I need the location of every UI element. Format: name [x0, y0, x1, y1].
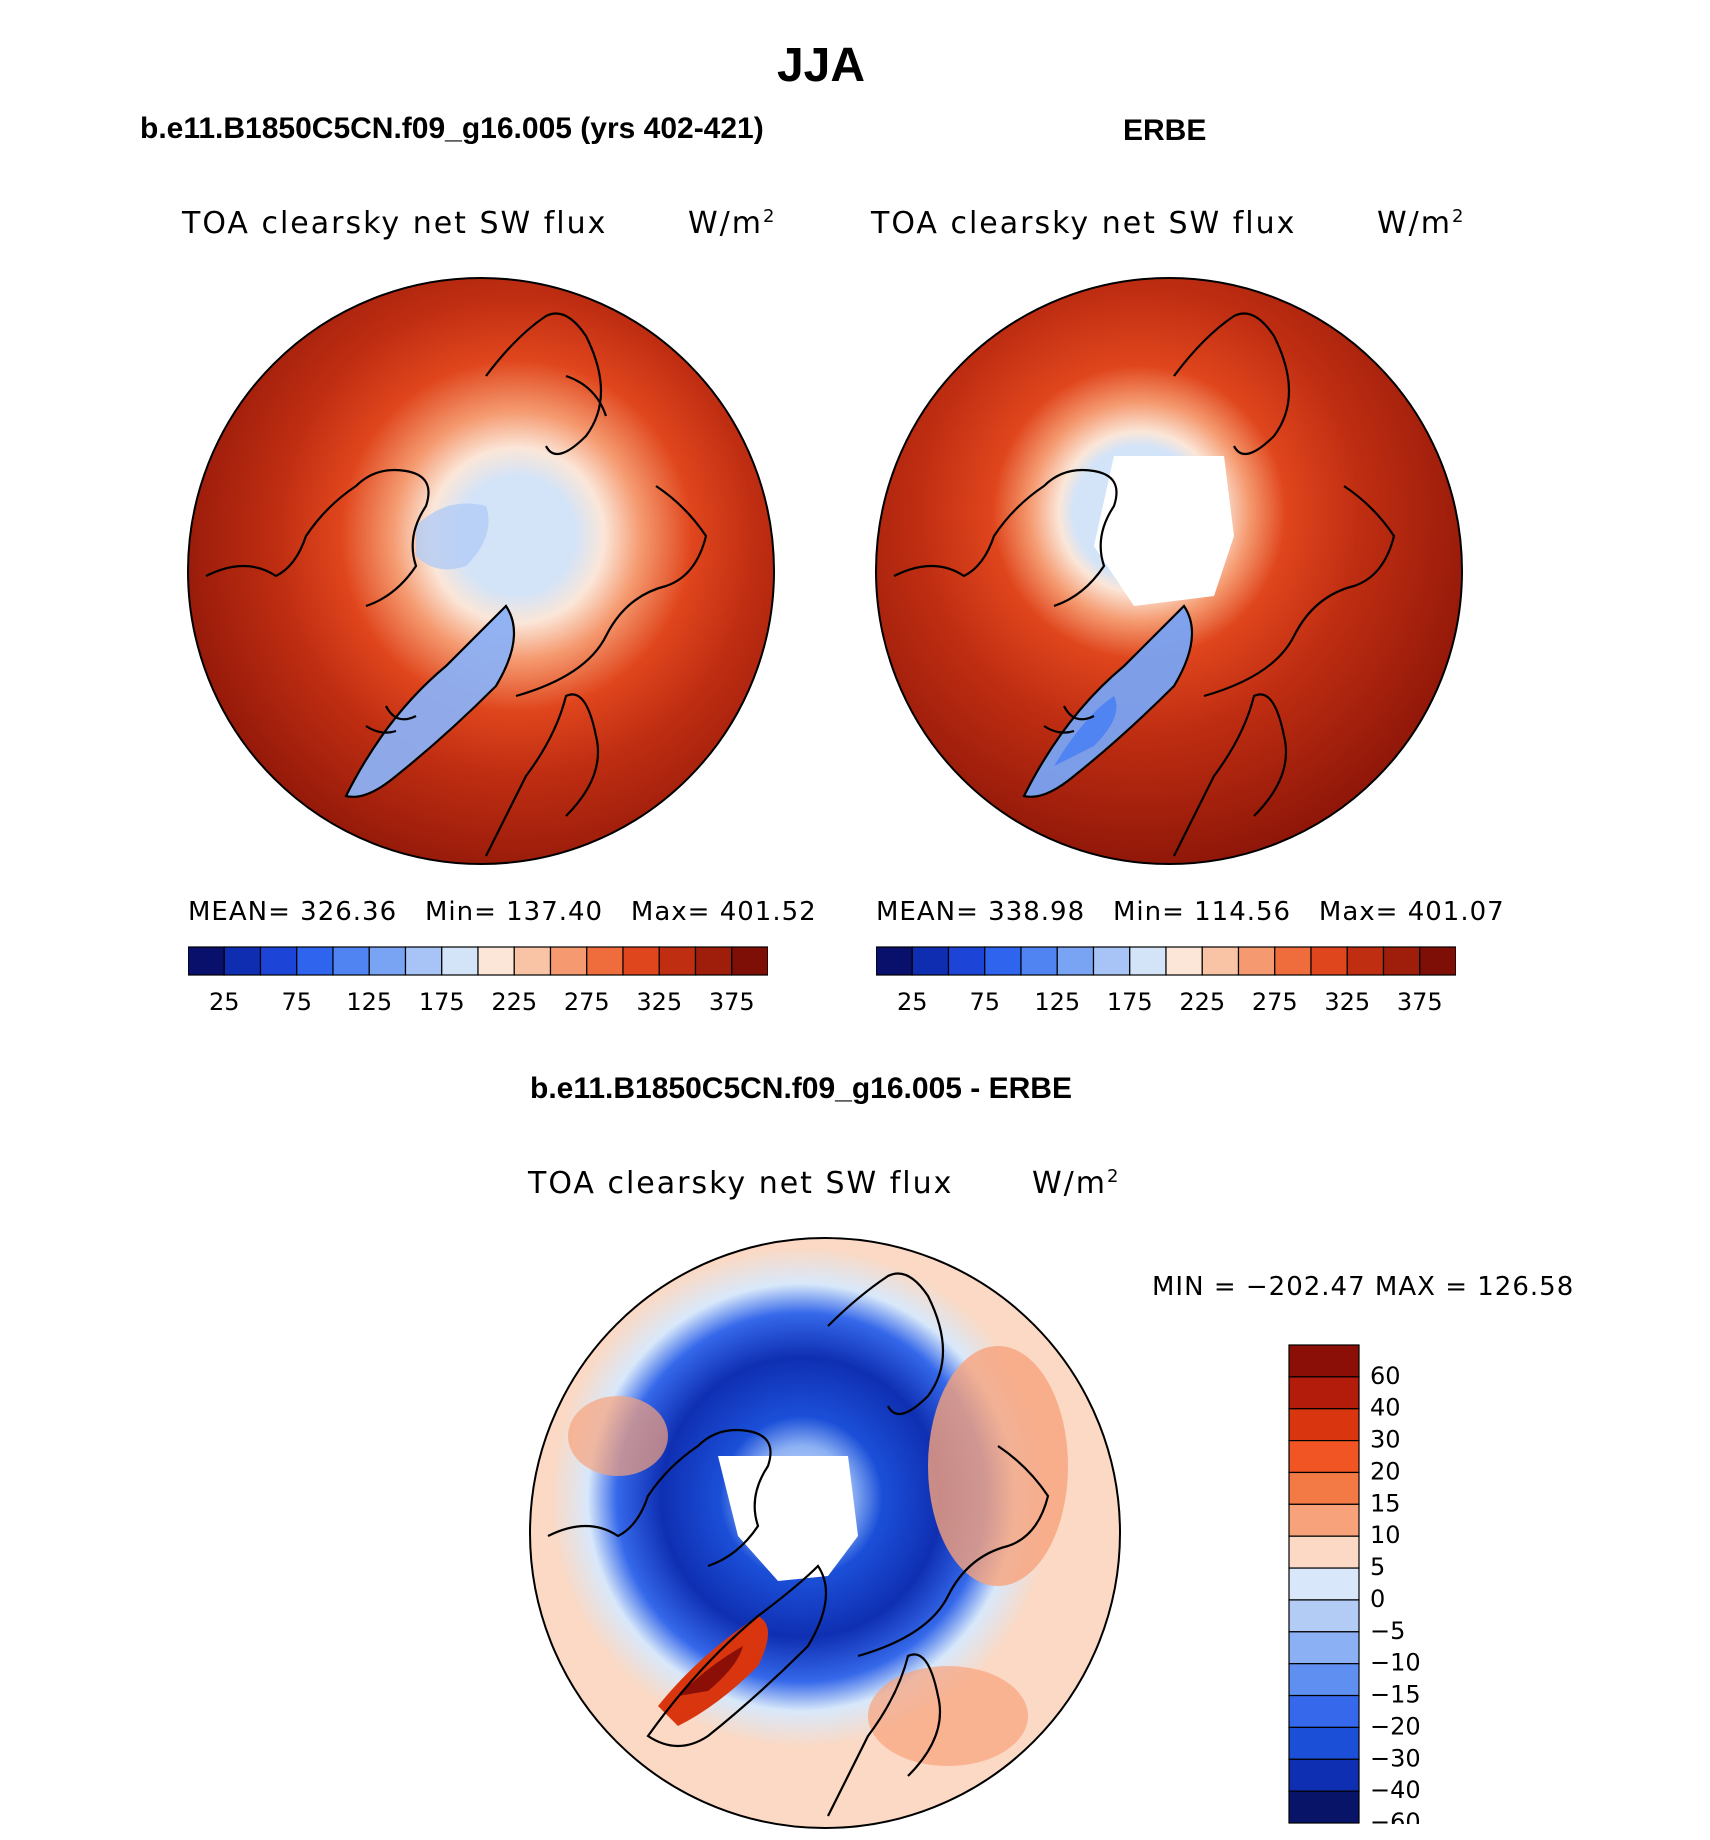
colorbar-swatch	[1288, 1663, 1360, 1697]
colorbar-swatch	[1056, 946, 1095, 976]
colorbar-swatch	[513, 946, 552, 976]
colorbar-swatch	[1288, 1376, 1360, 1410]
colorbar-swatch	[1288, 1408, 1360, 1442]
colorbar-swatch	[223, 946, 262, 976]
colorbar-swatch	[1288, 1503, 1360, 1537]
colorbar-tick-label: −10	[1370, 1649, 1421, 1677]
colorbar-swatch	[1201, 946, 1240, 976]
panel1-stats: MEAN= 326.36 Min= 137.40 Max= 401.52	[188, 897, 817, 927]
colorbar-swatch	[658, 946, 697, 976]
colorbar-tick-label: 175	[1107, 988, 1153, 1016]
colorbar-tick-label: 275	[564, 988, 610, 1016]
colorbar-tick-label: 30	[1370, 1426, 1401, 1454]
colorbar-swatch	[1288, 1567, 1360, 1601]
colorbar-swatch	[1382, 946, 1421, 976]
colorbar-swatch	[441, 946, 479, 976]
colorbar-tick-label: 60	[1370, 1362, 1401, 1390]
colorbar-tick-label: 75	[281, 988, 312, 1016]
colorbar-swatch	[332, 946, 370, 976]
panel3-colorbar: 60 40 30 20 15 10 5 0 −5 −10 −15 −20 −30 −40 −60	[1288, 1344, 1421, 1824]
colorbar-tick-label: 40	[1370, 1394, 1401, 1422]
panel3-units: W/m2	[1032, 1166, 1121, 1201]
panel1-variable: TOA clearsky net SW flux	[182, 206, 608, 241]
colorbar-swatch	[622, 946, 660, 976]
panel2-variable: TOA clearsky net SW flux	[871, 206, 1297, 241]
colorbar-swatch	[1288, 1535, 1360, 1569]
colorbar-swatch	[1288, 1694, 1360, 1728]
colorbar-tick-label: −20	[1370, 1712, 1421, 1740]
colorbar-tick-label: 225	[491, 988, 537, 1016]
colorbar-swatch	[1288, 1439, 1360, 1474]
colorbar-swatch	[1288, 1344, 1360, 1378]
colorbar-tick-label: 225	[1179, 988, 1225, 1016]
colorbar-tick-label: 375	[709, 988, 755, 1016]
colorbar-tick-label: −5	[1370, 1617, 1405, 1645]
colorbar-tick-label: 75	[969, 988, 1000, 1016]
colorbar-tick-label: 125	[346, 988, 392, 1016]
colorbar-swatch	[1346, 946, 1385, 976]
colorbar-tick-label: 5	[1370, 1553, 1385, 1581]
colorbar-tick-label: 25	[209, 988, 240, 1016]
colorbar-swatch	[1092, 946, 1131, 976]
panel3-polar-map	[529, 1237, 1121, 1829]
panel2-polar-map	[875, 277, 1463, 865]
colorbar-swatch	[876, 946, 913, 976]
colorbar-tick-label: 325	[1324, 988, 1370, 1016]
colorbar-tick-label: 325	[636, 988, 682, 1016]
colorbar-tick-label: 20	[1370, 1457, 1401, 1485]
colorbar-swatch	[1288, 1631, 1360, 1665]
panel3-stats: MIN = −202.47 MAX = 126.58	[1152, 1272, 1575, 1302]
colorbar-swatch	[404, 946, 443, 976]
panel2-stats: MEAN= 338.98 Min= 114.56 Max= 401.07	[876, 897, 1505, 927]
colorbar-swatch	[1310, 946, 1348, 976]
colorbar-swatch	[586, 946, 624, 976]
colorbar-tick-label: 0	[1370, 1585, 1385, 1613]
colorbar-swatch	[549, 946, 588, 976]
panel2-units: W/m2	[1377, 206, 1466, 241]
colorbar-swatch	[1237, 946, 1276, 976]
colorbar-swatch	[1288, 1471, 1360, 1505]
panel3-title: b.e11.B1850C5CN.f09_g16.005 - ERBE	[530, 1072, 1072, 1105]
colorbar-swatch	[911, 946, 950, 976]
colorbar-tick-label: 175	[419, 988, 465, 1016]
colorbar-tick-label: 275	[1252, 988, 1298, 1016]
panel1-colorbar: 25 75 125 175 225 275 325 375	[188, 946, 768, 1016]
colorbar-swatch	[1288, 1790, 1360, 1824]
colorbar-swatch	[1288, 1758, 1360, 1792]
colorbar-tick-label: −15	[1370, 1681, 1421, 1709]
colorbar-swatch	[1419, 946, 1456, 976]
colorbar-swatch	[259, 946, 298, 976]
colorbar-swatch	[188, 946, 225, 976]
panel2-title: ERBE	[1123, 114, 1207, 147]
colorbar-swatch	[1288, 1726, 1360, 1760]
colorbar-swatch	[694, 946, 733, 976]
colorbar-swatch	[477, 946, 515, 976]
colorbar-swatch	[947, 946, 986, 976]
colorbar-tick-label: 10	[1370, 1521, 1401, 1549]
colorbar-swatch	[1274, 946, 1312, 976]
colorbar-tick-label: 375	[1397, 988, 1443, 1016]
colorbar-swatch	[368, 946, 407, 976]
colorbar-tick-label: −30	[1370, 1744, 1421, 1772]
colorbar-tick-label: 25	[897, 988, 928, 1016]
colorbar-swatch	[1165, 946, 1203, 976]
colorbar-swatch	[731, 946, 768, 976]
season-title: JJA	[776, 39, 866, 92]
colorbar-tick-label: 15	[1370, 1489, 1401, 1517]
colorbar-swatch	[1129, 946, 1167, 976]
colorbar-tick-label: 125	[1034, 988, 1080, 1016]
colorbar-tick-label: −40	[1370, 1776, 1421, 1804]
colorbar-swatch	[1288, 1599, 1360, 1633]
panel1-units: W/m2	[688, 206, 777, 241]
colorbar-swatch	[1020, 946, 1058, 976]
colorbar-tick-label: −60	[1370, 1808, 1421, 1824]
colorbar-swatch	[296, 946, 334, 976]
panel2-colorbar: 25 75 125 175 225 275 325 375	[876, 946, 1456, 1016]
colorbar-swatch	[984, 946, 1022, 976]
panel3-variable: TOA clearsky net SW flux	[528, 1166, 954, 1201]
panel1-title: b.e11.B1850C5CN.f09_g16.005 (yrs 402-421…	[140, 112, 764, 145]
panel1-polar-map	[187, 277, 775, 865]
